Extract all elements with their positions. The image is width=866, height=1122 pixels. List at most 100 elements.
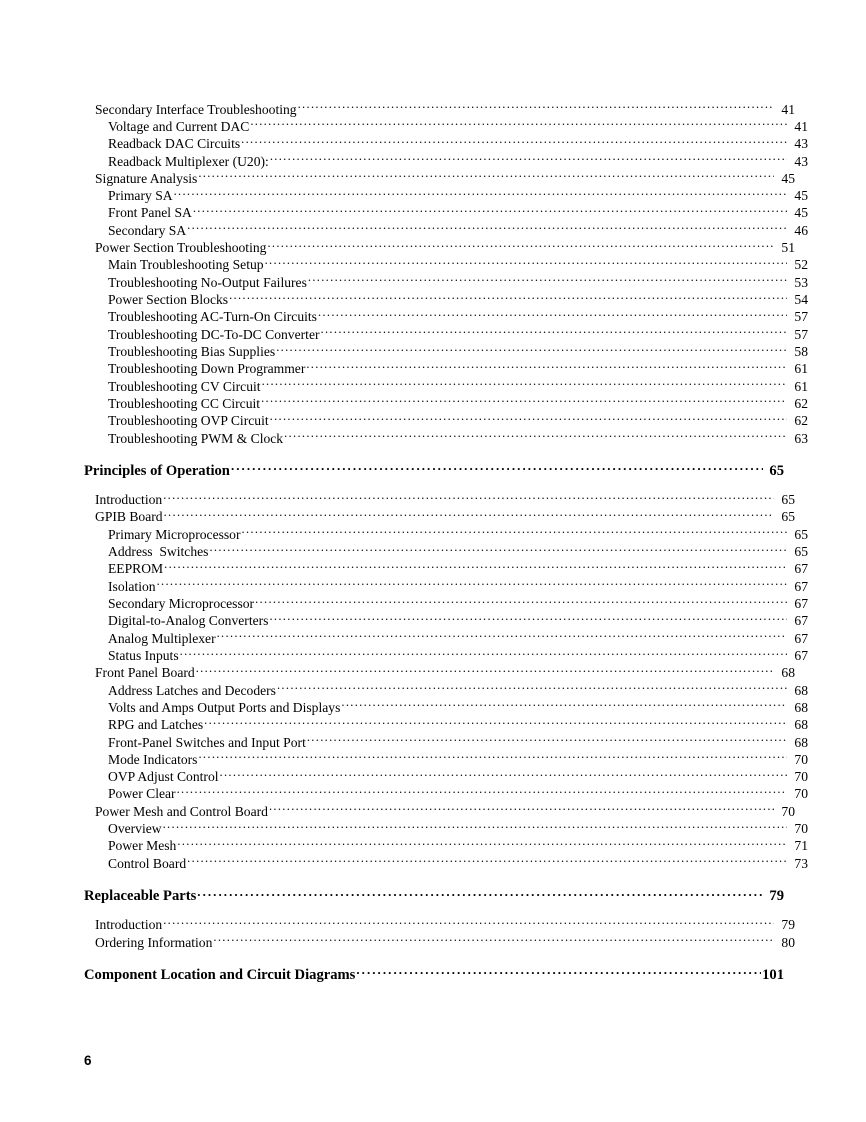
toc-entry[interactable]: Primary SA 45 — [84, 187, 808, 204]
toc-entry[interactable]: Address Latches and Decoders 68 — [84, 681, 808, 698]
toc-section-entry[interactable]: Component Location and Circuit Diagrams 1… — [84, 964, 784, 983]
toc-entry[interactable]: Troubleshooting PWM & Clock 63 — [84, 429, 808, 446]
toc-entry[interactable]: Isolation 67 — [84, 577, 808, 594]
toc-entry[interactable]: Power Mesh 71 — [84, 837, 808, 854]
toc-entry[interactable]: Troubleshooting DC-To-DC Converter 57 — [84, 325, 808, 342]
toc-entry-title: Volts and Amps Output Ports and Displays — [108, 699, 341, 715]
toc-entry[interactable]: Introduction 79 — [84, 916, 795, 933]
toc-entry[interactable]: Power Section Blocks 54 — [84, 290, 808, 307]
toc-entry[interactable]: Status Inputs 67 — [84, 646, 808, 663]
toc-entry-page-number: 58 — [794, 343, 808, 359]
toc-entry[interactable]: Address Switches 65 — [84, 543, 808, 560]
toc-entry-title: Principles of Operation — [84, 462, 230, 479]
toc-section-entry[interactable]: Replaceable Parts 79 — [84, 885, 784, 904]
dot-leader — [321, 325, 787, 339]
page-number: 6 — [84, 1053, 92, 1068]
toc-entry-title: Power Mesh — [108, 838, 177, 854]
toc-entry-page-number: 65 — [794, 526, 808, 542]
dot-leader — [270, 412, 787, 426]
dot-leader — [298, 100, 774, 114]
toc-entry[interactable]: Power Mesh and Control Board 70 — [84, 802, 795, 819]
toc-entry-title: Front Panel SA — [108, 205, 192, 221]
dot-leader — [306, 360, 787, 374]
dot-leader — [217, 629, 787, 643]
toc-entry-title: Troubleshooting CC Circuit — [108, 395, 261, 411]
toc-entry[interactable]: Troubleshooting OVP Circuit 62 — [84, 412, 808, 429]
toc-entry[interactable]: RPG and Latches 68 — [84, 716, 808, 733]
toc-entry[interactable]: Voltage and Current DAC 41 — [84, 117, 808, 134]
toc-entry-title: Main Troubleshooting Setup — [108, 257, 264, 273]
dot-leader — [262, 377, 787, 391]
toc-entry-title: Troubleshooting DC-To-DC Converter — [108, 326, 320, 342]
toc-entry[interactable]: GPIB Board 65 — [84, 508, 795, 525]
toc-entry[interactable]: Troubleshooting AC-Turn-On Circuits 57 — [84, 308, 808, 325]
dot-leader — [261, 394, 787, 408]
toc-entry[interactable]: Main Troubleshooting Setup 52 — [84, 256, 808, 273]
dot-leader — [269, 612, 787, 626]
toc-entry[interactable]: Troubleshooting No-Output Failures 53 — [84, 273, 808, 290]
dot-leader — [163, 820, 787, 834]
dot-leader — [174, 187, 787, 201]
toc-entry[interactable]: Readback Multiplexer (U20): 43 — [84, 152, 808, 169]
toc-entry[interactable]: OVP Adjust Control 70 — [84, 768, 808, 785]
dot-leader — [269, 802, 774, 816]
toc-entry[interactable]: Overview 70 — [84, 820, 808, 837]
toc-entry[interactable]: Introduction 65 — [84, 491, 795, 508]
dot-leader — [277, 681, 787, 695]
toc-entry-page-number: 67 — [794, 630, 808, 646]
toc-entry-page-number: 41 — [781, 101, 795, 117]
toc-entry-title: Secondary SA — [108, 222, 187, 238]
toc-entry[interactable]: Primary Microprocessor 65 — [84, 525, 808, 542]
dot-leader — [164, 508, 774, 522]
toc-entry-page-number: 41 — [794, 118, 808, 134]
toc-entry[interactable]: Troubleshooting Bias Supplies 58 — [84, 342, 808, 359]
toc-entry[interactable]: Mode Indicators 70 — [84, 750, 808, 767]
toc-entry-page-number: 68 — [781, 665, 795, 681]
dot-leader — [193, 204, 787, 218]
toc-entry-title: Troubleshooting Bias Supplies — [108, 343, 276, 359]
toc-entry[interactable]: Secondary Microprocessor 67 — [84, 594, 808, 611]
toc-entry-page-number: 70 — [794, 821, 808, 837]
dot-leader — [163, 491, 774, 505]
toc-entry-title: Status Inputs — [108, 647, 179, 663]
toc-entry[interactable]: Front Panel SA 45 — [84, 204, 808, 221]
toc-entry-page-number: 43 — [794, 153, 808, 169]
toc-entry[interactable]: Control Board 73 — [84, 854, 808, 871]
dot-leader — [318, 308, 787, 322]
toc-entry[interactable]: Analog Multiplexer 67 — [84, 629, 808, 646]
toc-entry[interactable]: Secondary Interface Troubleshooting 41 — [84, 100, 795, 117]
dot-leader — [187, 221, 787, 235]
toc-entry[interactable]: Ordering Information 80 — [84, 933, 795, 950]
toc-entry-title: Power Section Troubleshooting — [95, 240, 267, 256]
toc-entry-title: Primary Microprocessor — [108, 526, 241, 542]
toc-entry[interactable]: Readback DAC Circuits 43 — [84, 135, 808, 152]
toc-entry[interactable]: Front Panel Board 68 — [84, 664, 795, 681]
toc-entry[interactable]: Secondary SA 46 — [84, 221, 808, 238]
toc-entry[interactable]: Signature Analysis 45 — [84, 169, 795, 186]
toc-entry-title: Troubleshooting CV Circuit — [108, 378, 261, 394]
dot-leader — [177, 785, 787, 799]
toc-entry[interactable]: Troubleshooting CC Circuit 62 — [84, 394, 808, 411]
toc-section-entry[interactable]: Principles of Operation 65 — [84, 460, 784, 479]
toc-entry-page-number: 70 — [794, 751, 808, 767]
toc-entry-page-number: 54 — [794, 292, 808, 308]
toc-entry[interactable]: Power Clear 70 — [84, 785, 808, 802]
toc-entry[interactable]: Volts and Amps Output Ports and Displays… — [84, 698, 808, 715]
toc-entry[interactable]: Digital-to-Analog Converters 67 — [84, 612, 808, 629]
toc-entry-title: Control Board — [108, 855, 187, 871]
toc-entry-page-number: 79 — [769, 888, 784, 905]
toc-entry-title: Troubleshooting OVP Circuit — [108, 413, 269, 429]
toc-entry-title: Component Location and Circuit Diagrams — [84, 966, 356, 983]
toc-entry-title: Ordering Information — [95, 934, 213, 950]
toc-entry-title: Troubleshooting PWM & Clock — [108, 430, 284, 446]
toc-entry-page-number: 73 — [794, 855, 808, 871]
toc-entry[interactable]: Troubleshooting Down Programmer 61 — [84, 360, 808, 377]
toc-entry[interactable]: Front-Panel Switches and Input Port 68 — [84, 733, 808, 750]
toc-entry[interactable]: Troubleshooting CV Circuit 61 — [84, 377, 808, 394]
toc-entry[interactable]: Power Section Troubleshooting 51 — [84, 239, 795, 256]
dot-leader — [198, 750, 787, 764]
toc-entry-page-number: 79 — [781, 917, 795, 933]
toc-entry[interactable]: EEPROM 67 — [84, 560, 808, 577]
table-of-contents: Secondary Interface Troubleshooting41Vol… — [84, 100, 808, 984]
toc-entry-page-number: 63 — [794, 430, 808, 446]
